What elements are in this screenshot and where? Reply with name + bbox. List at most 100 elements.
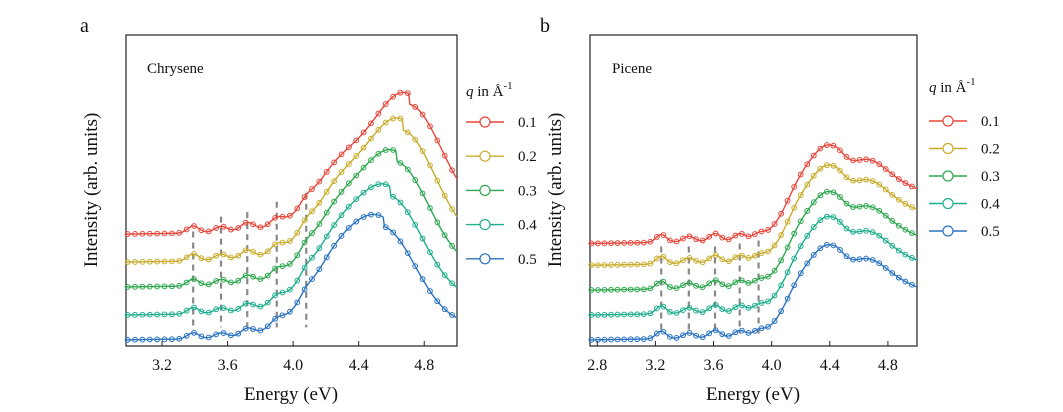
series-point	[146, 311, 153, 318]
series-point	[161, 283, 168, 290]
series-point	[771, 221, 778, 227]
series-point	[323, 233, 330, 240]
series-point	[146, 230, 153, 237]
series-point	[397, 238, 404, 245]
series-point	[621, 261, 628, 268]
series-point	[419, 148, 426, 154]
series-point	[301, 239, 308, 246]
legend-q-b: q	[929, 80, 937, 96]
series-point	[608, 286, 614, 293]
series-point	[257, 303, 264, 310]
series-point	[353, 172, 360, 179]
panel-letter-b: b	[540, 15, 550, 37]
series-point	[257, 276, 264, 283]
series-point	[837, 167, 843, 174]
series-point	[316, 221, 323, 227]
series-point	[797, 192, 804, 199]
series-point	[390, 229, 396, 236]
series-point	[595, 311, 601, 318]
series-point	[368, 120, 374, 127]
plot-frame-b	[589, 34, 918, 347]
series-point	[279, 213, 286, 220]
series-point	[758, 300, 765, 306]
series-point	[191, 223, 197, 229]
series-point	[316, 245, 323, 252]
legend-label: 0.1	[518, 115, 537, 131]
series-point	[338, 169, 345, 175]
series-point	[382, 119, 389, 126]
series-point	[882, 166, 889, 172]
series-point	[810, 172, 817, 179]
series-point	[843, 200, 850, 207]
series-point	[132, 231, 138, 237]
series-point	[183, 254, 190, 261]
series-point	[765, 323, 771, 330]
series-point	[183, 226, 190, 233]
series-point	[294, 205, 301, 212]
series-point	[434, 177, 441, 184]
series-point	[621, 240, 628, 246]
series-point	[830, 189, 837, 196]
x-ticks-b: 2.8 3.2 3.6 4.0 4.4 4.8	[587, 341, 898, 374]
series-point	[449, 243, 455, 249]
series-point	[627, 261, 634, 268]
legend-label: 0.3	[518, 183, 537, 199]
series-point	[412, 104, 419, 110]
series-point	[419, 235, 426, 242]
series-point	[449, 206, 455, 212]
series-point	[791, 255, 798, 262]
series-point	[810, 199, 817, 206]
series-point	[693, 307, 699, 314]
legend-label: 0.5	[518, 252, 537, 268]
series-point	[132, 283, 138, 290]
series-point	[301, 194, 308, 200]
series-point	[220, 276, 227, 283]
dashed-markers-b	[660, 240, 760, 334]
series-point	[397, 199, 404, 206]
series-point	[286, 286, 293, 293]
series-point	[667, 309, 673, 315]
series-point	[758, 275, 765, 282]
series-point	[168, 283, 175, 290]
series-point	[449, 280, 455, 287]
series-point	[843, 253, 850, 260]
series-point	[375, 150, 382, 157]
series-point	[752, 327, 758, 334]
series-point	[191, 304, 197, 311]
series-point	[198, 227, 205, 234]
series-point	[869, 229, 876, 236]
series-point	[264, 323, 271, 330]
series-point	[699, 284, 706, 291]
series-point	[837, 147, 843, 154]
legend-a: 0.1 0.2 0.3 0.4 0.5	[466, 115, 537, 268]
legend-marker	[479, 253, 491, 265]
series-point	[323, 209, 330, 216]
series-point	[837, 194, 843, 200]
series-point	[909, 230, 915, 236]
series-point	[601, 336, 608, 343]
panel-chrysene: a Chrysene 3.2 3.6 4.0 4.4 4.8 Energy (eV) I…	[80, 15, 537, 405]
series-point	[738, 277, 745, 284]
series-point	[653, 255, 660, 262]
legend-unit-a: in Å	[474, 84, 504, 100]
series-point	[139, 336, 146, 343]
legend-label: 0.3	[981, 169, 1000, 185]
series-point	[850, 229, 856, 235]
series-point	[673, 238, 680, 245]
series-point	[863, 255, 870, 262]
series-point	[797, 171, 804, 178]
series-point	[725, 236, 732, 243]
series-point	[176, 257, 183, 264]
x-axis-title-b: Energy (eV)	[706, 384, 800, 405]
series-point	[902, 226, 909, 233]
series-point	[614, 336, 621, 343]
series-point	[449, 167, 455, 174]
series-point	[647, 260, 654, 267]
series-point	[368, 135, 374, 142]
series-point	[640, 311, 647, 318]
series-point	[843, 154, 850, 160]
series-point	[286, 308, 293, 315]
series-point	[242, 247, 249, 254]
series-point	[621, 336, 628, 343]
series-point	[693, 236, 699, 243]
